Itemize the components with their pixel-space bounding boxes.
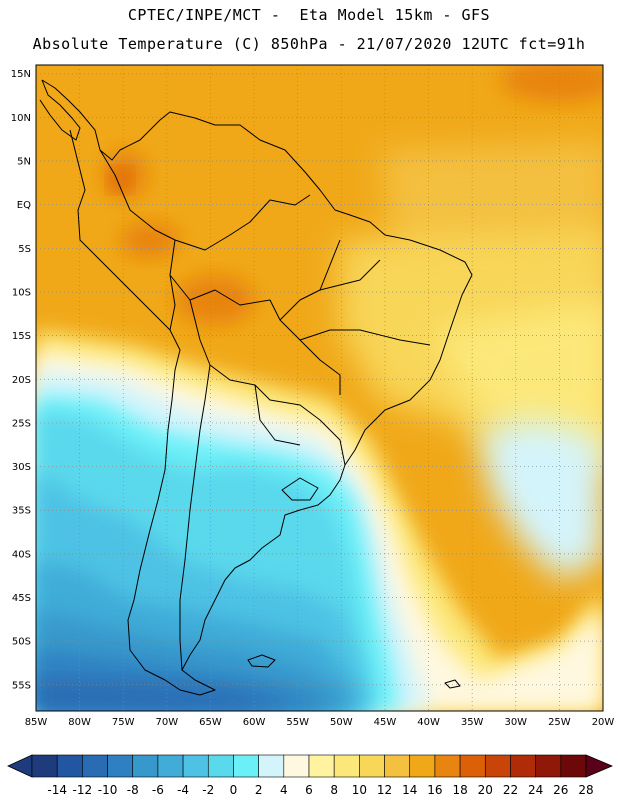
colorbar-swatch [56,754,83,778]
colorbar-label: 0 [230,783,238,797]
colorbar-swatch [233,754,259,778]
chart-title-line1: CPTEC/INPE/MCT - Eta Model 15km - GFS [127,6,491,24]
south-georgia [444,679,461,689]
country-borders [99,149,431,671]
lat-label-5n: 5N [17,157,31,168]
coastlines-borders [39,79,473,696]
colorbar-label: -6 [152,783,164,797]
colorbar-arrow-high [585,754,614,778]
lon-label-80w: 80W [68,717,91,728]
chart-title-line2: Absolute Temperature (C) 850hPa - 21/07/… [32,35,586,53]
colorbar-label: -2 [202,783,214,797]
lat-label-20s: 20S [12,375,31,386]
colorbar-swatch [308,754,335,778]
colorbar-label: 26 [553,783,568,797]
lon-label-55w: 55W [286,717,309,728]
lon-label-60w: 60W [243,717,266,728]
colorbar-swatch [283,754,310,778]
colorbar-swatch [258,754,285,778]
lat-label-5s: 5S [18,244,31,255]
lon-label-45w: 45W [374,717,397,728]
colorbar-label: 4 [280,783,288,797]
colorbar-label: 2 [255,783,263,797]
colorbar-swatch [359,754,385,778]
colorbar-label: 22 [503,783,518,797]
colorbar-label: 10 [352,783,367,797]
colorbar-label: 20 [478,783,493,797]
lat-label-10s: 10S [12,287,31,298]
temperature-field [36,65,603,711]
colorbar-swatch [484,754,511,778]
lat-label-15s: 15S [12,331,31,342]
colorbar-swatch [409,754,436,778]
colorbar-label: -8 [127,783,139,797]
lon-label-75w: 75W [112,717,135,728]
lon-label-20w: 20W [592,717,615,728]
colorbar-label: 12 [377,783,392,797]
lon-label-25w: 25W [548,717,571,728]
colorbar: -14 -12 -10 -8 -6 -4 -2 0 2 4 6 8 10 12 14 16 18 20 22 24 26… [7,754,614,797]
colorbar-swatch [132,754,159,778]
lon-label-40w: 40W [417,717,440,728]
colorbar-label: -10 [98,783,118,797]
lat-label-35s: 35S [12,506,31,517]
colorbar-label: 8 [330,783,338,797]
colorbar-label: 28 [578,783,593,797]
south-america-coast [41,79,473,696]
colorbar-swatch [107,754,134,778]
colorbar-label: 18 [452,783,467,797]
graticule [35,65,604,711]
colorbar-swatch [207,754,234,778]
colorbar-label: 24 [528,783,543,797]
colorbar-label: 14 [402,783,417,797]
lon-label-70w: 70W [156,717,179,728]
lat-label-25s: 25S [12,418,31,429]
longitude-labels: 85W 80W 75W 70W 65W 60W 55W 50W 45W 40W 35W 30W 25W 2… [25,717,615,728]
colorbar-label: 6 [305,783,313,797]
colorbar-arrow-low [7,754,33,778]
colorbar-label: -14 [47,783,67,797]
lat-label-eq: EQ [17,200,31,211]
lon-label-50w: 50W [330,717,353,728]
latitude-labels: 15N 10N 5N EQ 5S 10S 15S 20S 25S 30S 35S 40S 45S 50S 5… [11,69,31,691]
colorbar-label: 16 [427,783,442,797]
colorbar-swatch [31,754,58,778]
colorbar-swatch [434,754,461,778]
lon-label-35w: 35W [461,717,484,728]
colorbar-label: -12 [73,783,93,797]
colorbar-swatch [82,754,108,778]
lat-label-15n: 15N [11,69,31,80]
lon-label-65w: 65W [199,717,222,728]
central-america-coast [39,79,81,141]
colorbar-swatch [182,754,209,778]
lat-label-40s: 40S [12,549,31,560]
lon-label-30w: 30W [504,717,527,728]
lat-label-55s: 55S [12,680,31,691]
colorbar-swatch [384,754,411,778]
plot-frame [35,64,604,712]
lat-label-50s: 50S [12,637,31,648]
colorbar-swatch [157,754,184,778]
lon-label-85w: 85W [25,717,48,728]
falklands [247,654,276,668]
lat-label-45s: 45S [12,593,31,604]
lat-label-10n: 10N [11,113,31,124]
colorbar-swatch [560,754,587,778]
colorbar-label: -4 [177,783,189,797]
lat-label-30s: 30S [12,462,31,473]
colorbar-swatch [333,754,360,778]
colorbar-swatch [459,754,486,778]
colorbar-swatch [510,754,536,778]
uruguay-lake [281,477,319,501]
colorbar-swatch [535,754,562,778]
